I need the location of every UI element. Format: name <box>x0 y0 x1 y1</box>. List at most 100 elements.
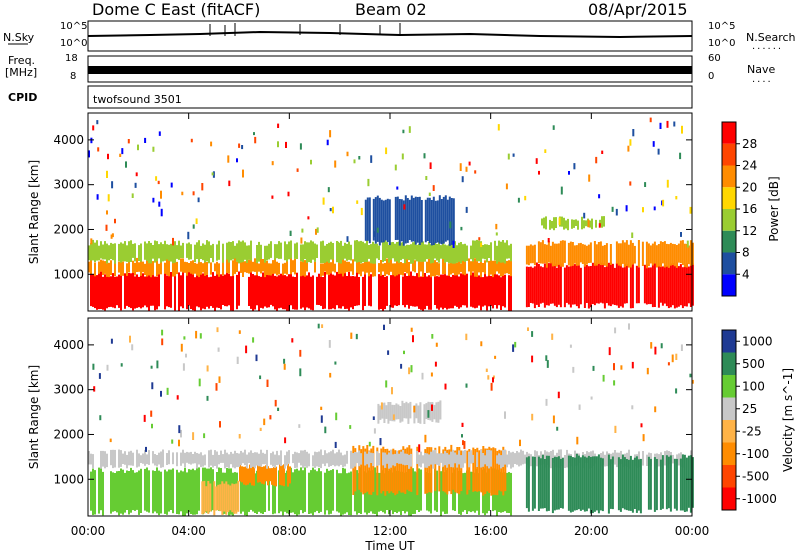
echo-cell <box>646 454 648 466</box>
echo-cell <box>563 217 565 230</box>
echo-cell <box>468 449 471 490</box>
echo-cell <box>134 276 136 309</box>
echo-cell <box>346 151 349 157</box>
echo-cell <box>430 200 433 246</box>
echo-cell <box>689 263 692 307</box>
echo-cell <box>312 455 314 467</box>
echo-cell <box>642 207 644 213</box>
echo-cell <box>258 263 260 272</box>
echo-cell <box>304 241 306 260</box>
echo-cell <box>681 454 684 511</box>
echo-cell <box>172 262 174 277</box>
freq-tick-bottom: 8 <box>70 71 77 82</box>
echo-cell <box>150 410 153 417</box>
echo-cell <box>154 471 156 512</box>
echo-cell <box>659 241 662 268</box>
echo-cell <box>241 466 243 483</box>
echo-cell <box>294 243 296 259</box>
echo-cell <box>448 454 450 465</box>
echo-cell <box>222 243 224 263</box>
echo-cell <box>461 422 464 427</box>
echo-cell <box>480 275 482 311</box>
echo-cell <box>428 241 430 259</box>
echo-cell <box>124 241 126 262</box>
echo-cell <box>512 344 515 352</box>
echo-cell <box>613 380 616 386</box>
echo-cell <box>410 448 413 492</box>
echo-cell <box>188 452 190 464</box>
echo-cell <box>88 451 90 465</box>
echo-cell <box>640 423 643 428</box>
echo-cell <box>190 451 192 465</box>
colorbar-swatch <box>722 187 736 210</box>
echo-cell <box>672 454 674 464</box>
echo-cell <box>346 243 348 261</box>
echo-cell <box>222 454 224 463</box>
echo-cell <box>591 262 594 304</box>
echo-cell <box>617 264 620 308</box>
echo-cell <box>238 271 240 306</box>
echo-cell <box>254 452 256 469</box>
echo-cell <box>216 451 218 469</box>
echo-cell <box>551 241 554 267</box>
echo-cell <box>412 242 414 264</box>
echo-cell <box>280 242 282 259</box>
echo-cell <box>556 426 559 431</box>
echo-cell <box>201 183 204 191</box>
echo-cell <box>420 242 422 262</box>
echo-cell <box>226 273 228 307</box>
echo-cell <box>376 447 379 496</box>
echo-cell <box>332 243 334 260</box>
echo-cell <box>261 466 263 484</box>
echo-cell <box>176 395 179 400</box>
echo-cell <box>342 455 344 468</box>
echo-cell <box>655 459 658 511</box>
echo-cell <box>402 450 404 465</box>
echo-cell <box>132 272 134 311</box>
echo-cell <box>529 266 532 303</box>
echo-cell <box>272 260 274 274</box>
echo-cell <box>408 262 410 276</box>
echo-cell <box>96 194 99 200</box>
echo-cell <box>599 219 601 227</box>
echo-cell <box>545 398 548 406</box>
echo-cell <box>324 472 326 515</box>
echo-cell <box>174 275 176 311</box>
echo-cell <box>422 455 424 464</box>
echo-cell <box>168 469 170 512</box>
echo-cell <box>244 261 246 273</box>
echo-cell <box>186 243 188 258</box>
echo-cell <box>134 243 136 262</box>
echo-cell <box>512 153 515 157</box>
echo-cell <box>464 243 466 262</box>
echo-cell <box>236 356 239 364</box>
echo-cell <box>433 404 436 420</box>
echo-cell <box>268 243 270 260</box>
echo-cell <box>426 197 429 241</box>
echo-cell <box>533 456 536 509</box>
echo-cell <box>415 403 418 419</box>
power-heatmap <box>88 117 694 311</box>
echo-cell <box>434 447 437 491</box>
echo-cell <box>420 276 422 310</box>
echo-cell <box>440 471 442 516</box>
echo-cell <box>510 452 512 469</box>
echo-cell <box>450 261 452 275</box>
echo-cell <box>185 353 187 358</box>
echo-cell <box>649 267 652 305</box>
echo-cell <box>585 265 588 303</box>
echo-cell <box>208 450 210 468</box>
echo-cell <box>200 262 202 275</box>
echo-cell <box>143 414 146 422</box>
echo-cell <box>403 204 406 210</box>
echo-cell <box>219 421 221 428</box>
echo-cell <box>150 275 152 306</box>
echo-cell <box>468 469 470 512</box>
echo-cell <box>478 262 480 273</box>
echo-cell <box>454 241 456 264</box>
echo-cell <box>187 231 190 240</box>
echo-cell <box>546 360 549 368</box>
echo-cell <box>573 163 576 170</box>
echo-cell <box>416 273 418 307</box>
echo-cell <box>146 258 148 277</box>
